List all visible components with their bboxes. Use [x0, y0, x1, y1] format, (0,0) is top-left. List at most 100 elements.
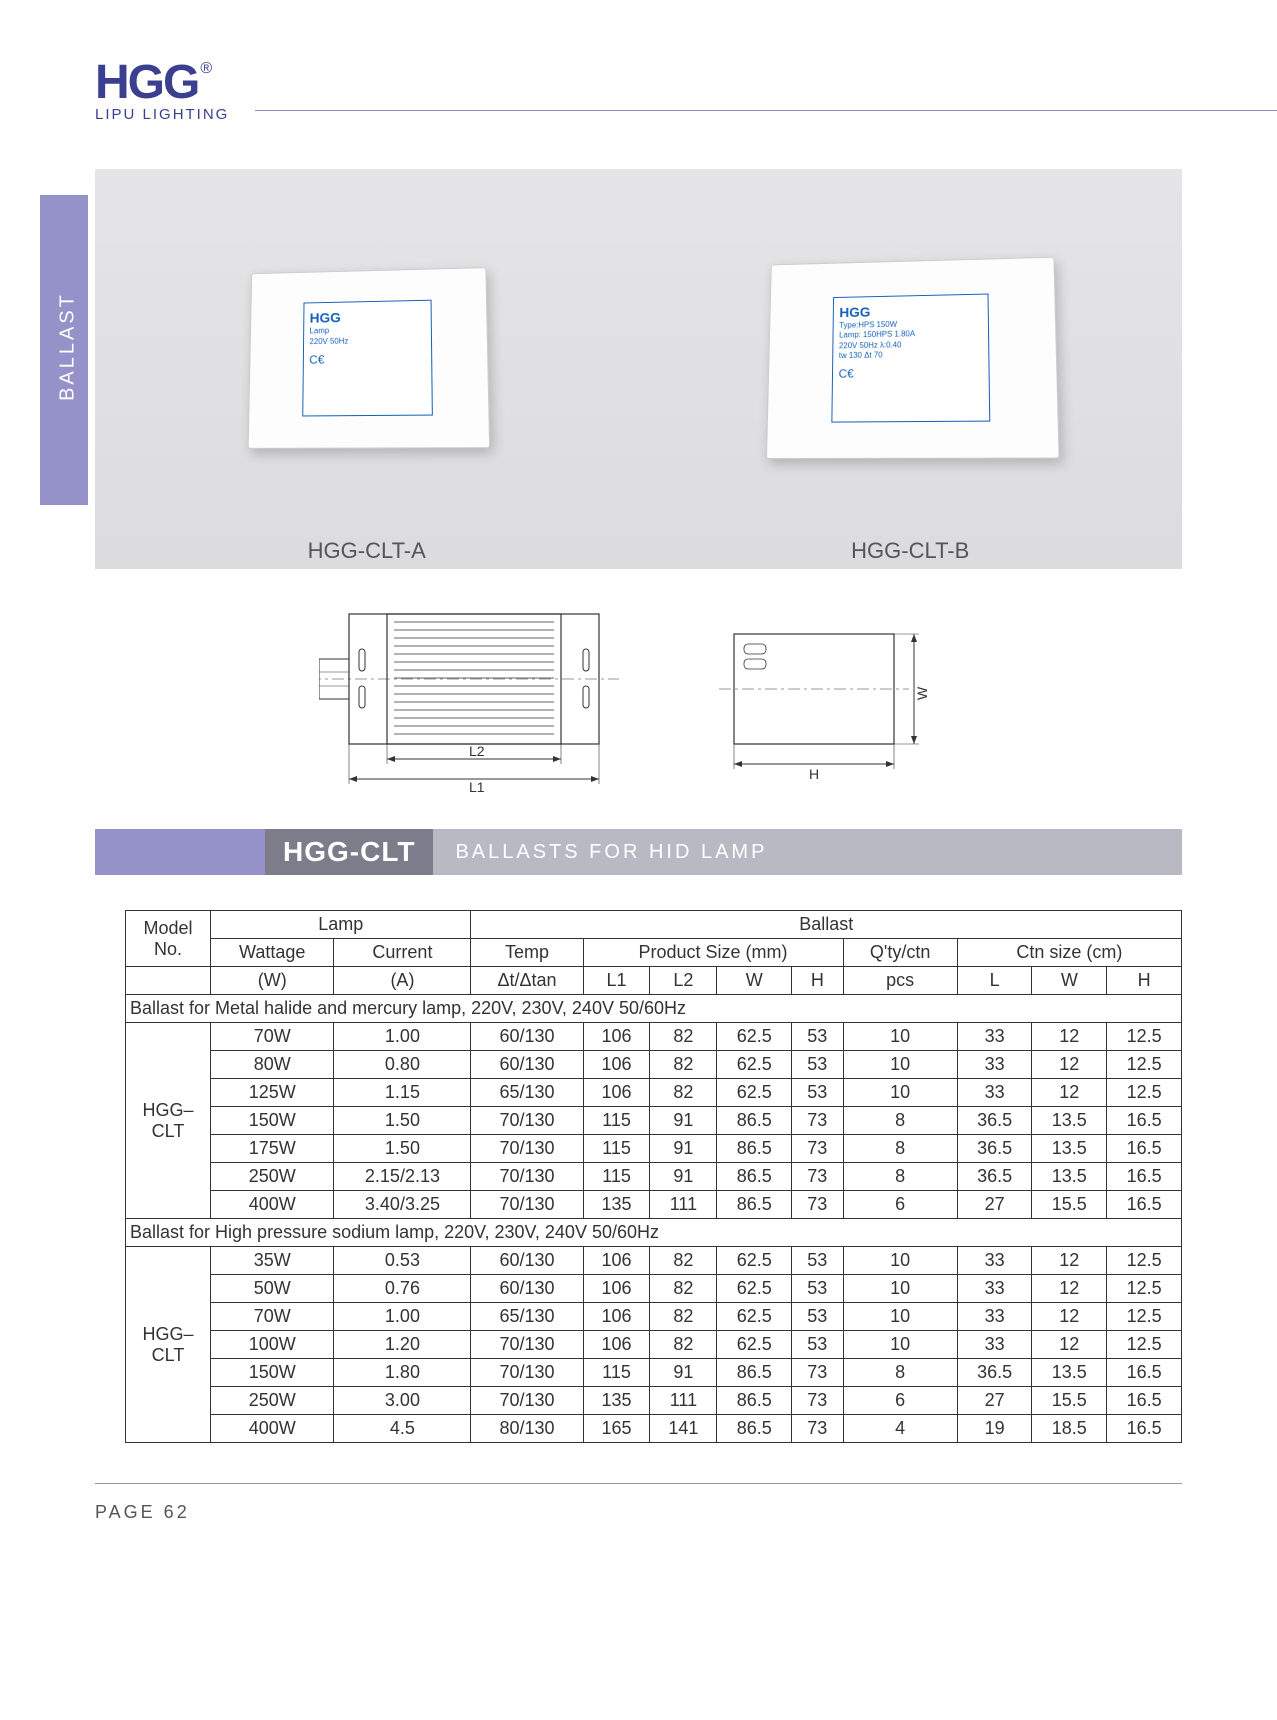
data-cell: 27	[957, 1387, 1032, 1415]
title-bar-model: HGG-CLT	[265, 829, 433, 875]
data-cell: 62.5	[717, 1331, 792, 1359]
data-cell: 1.80	[334, 1359, 471, 1387]
data-cell: 70/130	[471, 1163, 583, 1191]
product-showcase-panel: HGG Lamp 220V 50Hz C€ HGG-CLT-A HGG Type…	[95, 169, 1182, 569]
data-cell: 91	[650, 1359, 717, 1387]
data-cell: 6	[843, 1387, 957, 1415]
data-cell: 15.5	[1032, 1191, 1107, 1219]
diagram-top-view: L2 L1	[319, 604, 629, 794]
th-ballast-group: Ballast	[471, 911, 1182, 939]
data-cell: 106	[583, 1331, 650, 1359]
table-row: 400W3.40/3.2570/13013511186.57362715.516…	[126, 1191, 1182, 1219]
data-cell: 60/130	[471, 1023, 583, 1051]
data-cell: 91	[650, 1135, 717, 1163]
data-cell: 12.5	[1107, 1023, 1182, 1051]
th-current: Current	[334, 939, 471, 967]
data-cell: 33	[957, 1023, 1032, 1051]
data-cell: 33	[957, 1331, 1032, 1359]
data-cell: 175W	[211, 1135, 334, 1163]
table-row: 400W4.580/13016514186.57341918.516.5	[126, 1415, 1182, 1443]
data-cell: 106	[583, 1023, 650, 1051]
table-row: 250W3.0070/13013511186.57362715.516.5	[126, 1387, 1182, 1415]
table-row: 175W1.5070/1301159186.573836.513.516.5	[126, 1135, 1182, 1163]
page-header: HGG® LIPU LIGHTING	[0, 0, 1277, 139]
diagram-side-view: H W	[709, 624, 959, 794]
data-cell: 16.5	[1107, 1415, 1182, 1443]
th-dt: Δt/Δtan	[471, 967, 583, 995]
data-cell: 135	[583, 1387, 650, 1415]
data-cell: 15.5	[1032, 1387, 1107, 1415]
diagram-l1-label: L1	[469, 779, 485, 794]
table-row: 150W1.5070/1301159186.573836.513.516.5	[126, 1107, 1182, 1135]
data-cell: 0.80	[334, 1051, 471, 1079]
data-cell: 73	[792, 1107, 843, 1135]
data-cell: 4.5	[334, 1415, 471, 1443]
data-cell: 73	[792, 1163, 843, 1191]
data-cell: 106	[583, 1275, 650, 1303]
side-category-label: BALLAST	[57, 287, 80, 407]
data-cell: 62.5	[717, 1023, 792, 1051]
data-cell: 19	[957, 1415, 1032, 1443]
data-cell: 12.5	[1107, 1079, 1182, 1107]
product-a-label-text: Lamp 220V 50Hz	[309, 325, 425, 347]
data-cell: 62.5	[717, 1079, 792, 1107]
th-model: Model No.	[126, 911, 211, 967]
data-cell: 12.5	[1107, 1247, 1182, 1275]
data-cell: 0.76	[334, 1275, 471, 1303]
th-w-unit: (W)	[211, 967, 334, 995]
data-cell: 1.00	[334, 1023, 471, 1051]
data-cell: 13.5	[1032, 1135, 1107, 1163]
data-cell: 86.5	[717, 1415, 792, 1443]
data-cell: 150W	[211, 1107, 334, 1135]
product-b-caption: HGG-CLT-B	[666, 538, 1155, 564]
data-cell: 1.00	[334, 1303, 471, 1331]
th-lamp-group: Lamp	[211, 911, 471, 939]
th-L1: L1	[583, 967, 650, 995]
table-section-title: Ballast for High pressure sodium lamp, 2…	[126, 1219, 1182, 1247]
data-cell: 16.5	[1107, 1107, 1182, 1135]
data-cell: 12.5	[1107, 1303, 1182, 1331]
data-cell: 62.5	[717, 1303, 792, 1331]
diagram-h-label: H	[809, 766, 819, 782]
data-cell: 80/130	[471, 1415, 583, 1443]
data-cell: 36.5	[957, 1359, 1032, 1387]
data-cell: 10	[843, 1331, 957, 1359]
spec-table-wrap: Model No. Lamp Ballast Wattage Current T…	[125, 910, 1182, 1443]
page-number: PAGE 62	[95, 1502, 1277, 1523]
data-cell: 16.5	[1107, 1191, 1182, 1219]
diagram-w-label: W	[914, 686, 930, 700]
table-row: 125W1.1565/1301068262.55310331212.5	[126, 1079, 1182, 1107]
data-cell: 53	[792, 1331, 843, 1359]
th-blank	[126, 967, 211, 995]
data-cell: 33	[957, 1247, 1032, 1275]
data-cell: 62.5	[717, 1275, 792, 1303]
data-cell: 12	[1032, 1303, 1107, 1331]
data-cell: 250W	[211, 1163, 334, 1191]
data-cell: 70/130	[471, 1135, 583, 1163]
data-cell: 106	[583, 1247, 650, 1275]
data-cell: 12.5	[1107, 1275, 1182, 1303]
data-cell: 62.5	[717, 1051, 792, 1079]
data-cell: 8	[843, 1107, 957, 1135]
data-cell: 115	[583, 1359, 650, 1387]
data-cell: 12	[1032, 1331, 1107, 1359]
data-cell: 27	[957, 1191, 1032, 1219]
data-cell: 10	[843, 1023, 957, 1051]
data-cell: 1.50	[334, 1135, 471, 1163]
data-cell: 106	[583, 1051, 650, 1079]
data-cell: 65/130	[471, 1303, 583, 1331]
th-ctn: Ctn size (cm)	[957, 939, 1181, 967]
product-a-image: HGG Lamp 220V 50Hz C€	[122, 203, 611, 513]
data-cell: 82	[650, 1331, 717, 1359]
data-cell: 82	[650, 1275, 717, 1303]
data-cell: 73	[792, 1359, 843, 1387]
data-cell: 16.5	[1107, 1359, 1182, 1387]
data-cell: 60/130	[471, 1275, 583, 1303]
th-pcs: pcs	[843, 967, 957, 995]
data-cell: 86.5	[717, 1163, 792, 1191]
data-cell: 1.15	[334, 1079, 471, 1107]
data-cell: 36.5	[957, 1107, 1032, 1135]
logo-text: HGG	[95, 55, 198, 110]
data-cell: 82	[650, 1051, 717, 1079]
data-cell: 141	[650, 1415, 717, 1443]
